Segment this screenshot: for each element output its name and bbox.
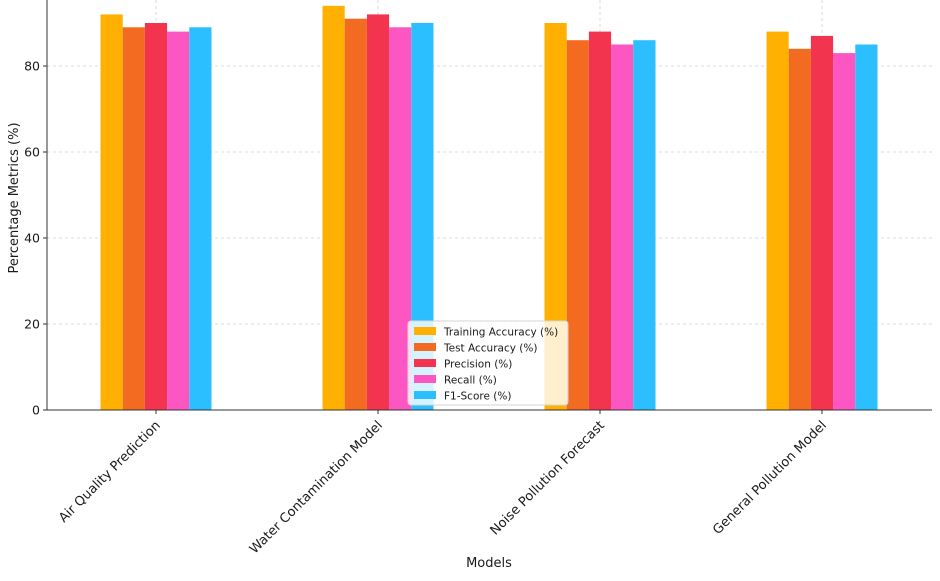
legend-label: F1-Score (%) — [444, 391, 511, 403]
y-tick-label: 0 — [32, 403, 40, 418]
legend-swatch — [414, 343, 436, 351]
bar — [144, 23, 168, 410]
bar — [411, 23, 434, 410]
x-ticks: Air Quality Prediction Water Contaminatio… — [56, 410, 830, 557]
legend-swatch — [414, 327, 436, 335]
x-tick-label: Water Contamination Model — [247, 418, 386, 557]
legend-swatch — [414, 391, 436, 399]
x-tick-label: General Pollution Model — [710, 418, 830, 538]
y-ticks: 0 20 40 60 80 — [24, 59, 47, 418]
legend-label: Training Accuracy (%) — [443, 327, 558, 339]
y-tick-label: 60 — [24, 145, 40, 160]
legend-label: Recall (%) — [444, 375, 497, 387]
legend-swatch — [414, 375, 436, 383]
bar — [189, 27, 212, 411]
bar — [322, 5, 345, 411]
bar — [389, 27, 412, 411]
legend-swatch — [414, 359, 436, 367]
bars — [100, 5, 878, 411]
bar — [855, 44, 878, 410]
bar — [810, 35, 834, 411]
bar — [788, 48, 811, 411]
bar — [344, 18, 367, 410]
x-tick-label: Air Quality Prediction — [56, 418, 164, 526]
x-axis-label: Models — [466, 556, 512, 571]
bar — [366, 14, 390, 411]
bar — [833, 53, 856, 410]
legend-frame — [407, 320, 569, 406]
y-axis-label: Percentage Metrics (%) — [7, 122, 22, 273]
bar — [167, 31, 190, 410]
y-tick-label: 40 — [24, 231, 40, 246]
bar — [766, 31, 789, 410]
axes — [46, 0, 932, 411]
bar — [122, 27, 145, 411]
bar — [633, 40, 656, 410]
y-tick-label: 80 — [24, 59, 40, 74]
y-tick-label: 20 — [24, 317, 40, 332]
legend: Training Accuracy (%) Test Accuracy (%) Pr… — [407, 320, 569, 406]
bar — [544, 23, 567, 410]
bar — [611, 44, 634, 410]
legend-label: Test Accuracy (%) — [443, 343, 537, 355]
x-tick-label: Noise Pollution Forecast — [488, 418, 608, 538]
bar — [588, 31, 612, 410]
bar — [566, 40, 589, 410]
bar — [100, 14, 123, 411]
legend-label: Precision (%) — [444, 359, 512, 371]
